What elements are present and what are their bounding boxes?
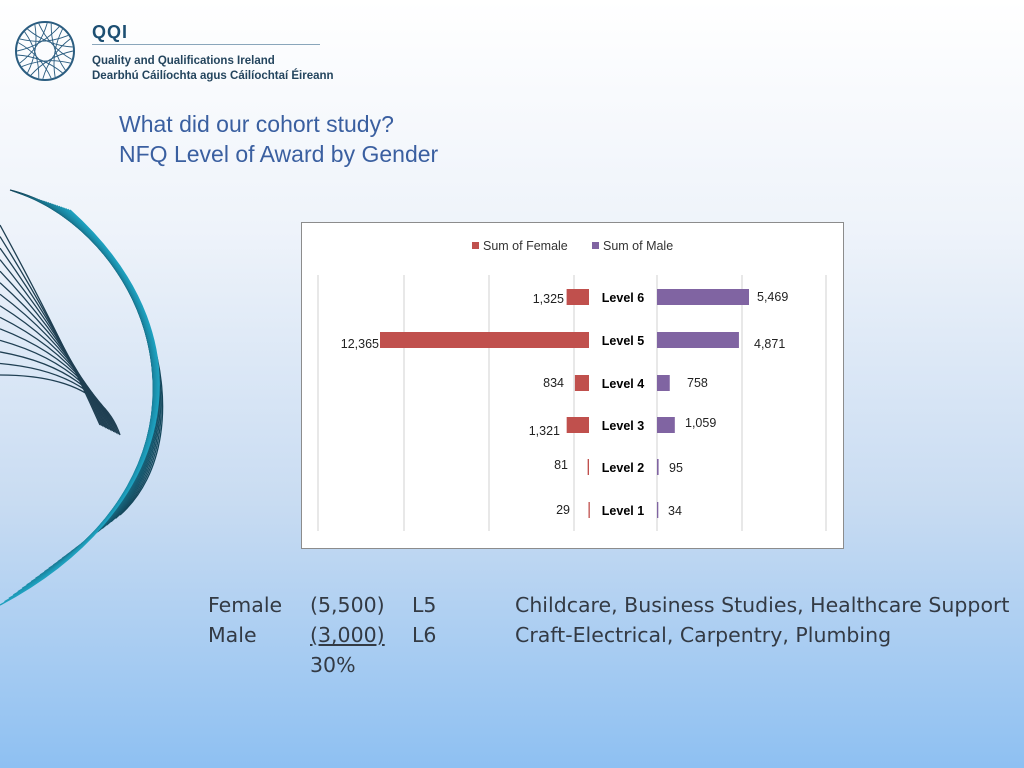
legend-label: Sum of Male <box>603 239 673 253</box>
footer-female-level: L5 <box>412 593 437 617</box>
data-label-female: 834 <box>543 376 564 390</box>
footer-percent: 30% <box>310 653 356 677</box>
qqi-logo-icon <box>15 21 75 81</box>
bar-female <box>566 417 589 433</box>
data-label-female: 1,325 <box>533 292 564 306</box>
brand-line-english: Quality and Qualifications Ireland <box>92 55 275 67</box>
footer-male-label: Male <box>208 623 257 647</box>
data-label-male: 758 <box>687 376 708 390</box>
category-label: Level 4 <box>602 377 644 391</box>
footer-male-count: (3,000) <box>310 623 385 647</box>
bar-male <box>657 332 739 348</box>
footer-female-label: Female <box>208 593 283 617</box>
footer-female-count: (5,500) <box>310 593 385 617</box>
bar-female <box>380 332 589 348</box>
footer-male-level: L6 <box>412 623 437 647</box>
data-label-male: 34 <box>668 504 682 518</box>
bar-male <box>657 375 670 391</box>
footer-female-fields: Childcare, Business Studies, Healthcare … <box>515 593 1010 617</box>
data-label-female: 81 <box>554 458 568 472</box>
category-label: Level 5 <box>602 334 644 348</box>
data-label-female: 12,365 <box>341 337 379 351</box>
legend-swatch <box>592 242 599 249</box>
bar-chart: Sum of Female Sum of Male Level 6 Level 5 Le… <box>317 239 827 531</box>
legend-label: Sum of Female <box>483 239 568 253</box>
category-label: Level 3 <box>602 419 644 433</box>
chart-frame: Sum of Female Sum of Male Level 6 Level 5 Le… <box>301 222 844 549</box>
slide-title: What did our cohort study? <box>119 111 394 137</box>
bar-female <box>588 502 590 518</box>
data-label-male: 95 <box>669 461 683 475</box>
bar-female <box>574 375 589 391</box>
legend-swatch <box>472 242 479 249</box>
footer-male-fields: Craft-Electrical, Carpentry, Plumbing <box>515 623 892 647</box>
brand-divider <box>92 44 320 45</box>
decorative-swirl <box>0 189 164 606</box>
bar-male <box>657 417 675 433</box>
data-label-male: 1,059 <box>685 416 716 430</box>
category-label: Level 2 <box>602 461 644 475</box>
brand-name: QQI <box>92 22 129 42</box>
data-label-female: 29 <box>556 503 570 517</box>
data-label-male: 5,469 <box>757 290 788 304</box>
bar-female <box>566 289 589 305</box>
bar-male <box>657 502 659 518</box>
category-label: Level 6 <box>602 291 644 305</box>
data-label-female: 1,321 <box>529 424 560 438</box>
slide-subtitle: NFQ Level of Award by Gender <box>119 141 439 167</box>
bar-female <box>587 459 589 475</box>
brand-line-irish: Dearbhú Cáilíochta agus Cáilíochtaí Éire… <box>92 70 334 82</box>
bar-male <box>657 459 659 475</box>
bar-male <box>657 289 749 305</box>
data-label-male: 4,871 <box>754 337 785 351</box>
category-label: Level 1 <box>602 504 644 518</box>
